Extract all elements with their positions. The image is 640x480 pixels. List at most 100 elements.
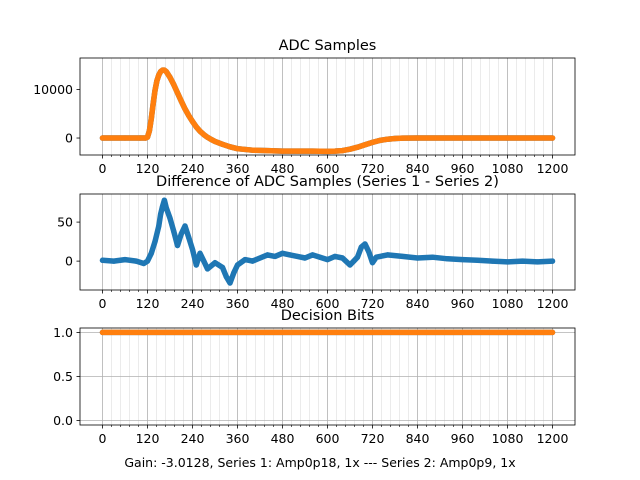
x-tick-label: 480 [271,296,295,311]
y-tick-label: 0.5 [53,369,73,384]
x-tick-label: 120 [136,296,160,311]
series-1-point [182,223,188,229]
x-tick-label: 360 [226,296,250,311]
x-tick-label: 360 [226,431,250,446]
series-2-point [227,144,233,150]
chart-title: ADC Samples [279,38,377,54]
series-1-point [201,258,207,264]
series-1-point [489,258,496,264]
series-2-point [219,141,226,147]
series-1-point [399,253,406,260]
axes-frame [79,193,576,291]
series-1-point [223,274,229,280]
series-2-point [324,148,331,154]
series-2-point [309,148,316,154]
series-2-point [193,124,199,130]
series-1-point [358,244,364,250]
x-tick-label: 960 [451,161,475,176]
series-1-point [156,223,162,229]
x-tick-label: 0 [99,296,107,311]
series-1-point [373,254,379,260]
x-tick-label: 840 [406,161,430,176]
series-1-point [414,255,421,261]
x-tick-label: 600 [316,431,340,446]
series-2-point [99,135,106,141]
series-2-point [146,128,152,134]
series-2-point [148,116,154,122]
y-tick-label: 50 [57,215,73,230]
series-2-point [377,137,383,144]
x-tick-label: 360 [226,161,250,176]
series-1-point [141,260,147,267]
series-1-point [212,260,218,266]
x-tick-label: 240 [181,431,205,446]
series-1-point [122,256,128,263]
series-1-point [309,252,316,258]
x-tick-label: 960 [451,296,475,311]
series-1-point [339,255,346,261]
series-2-point [171,82,177,88]
series-1-point [264,252,271,258]
series-1-point [302,255,308,261]
x-tick-label: 960 [451,431,475,446]
series-2-point [459,135,466,141]
series-1-point [193,262,199,268]
series-1-point [549,258,556,264]
x-tick-label: 600 [316,161,340,176]
series-1-point [534,259,541,265]
series-1-point [163,205,169,211]
series-1-point [459,256,466,263]
series-2-point [201,132,207,138]
series-1-point [242,256,248,263]
series-2-point [339,148,346,154]
series-2-point [186,113,192,119]
x-tick-label: 840 [406,431,430,446]
series-1-line [99,197,556,286]
series-2-point [504,135,511,141]
series-1-point [272,253,278,260]
series-2-point [189,118,196,125]
series-1-point [219,264,226,270]
x-tick-label: 720 [361,296,385,311]
series-2-point [163,68,169,75]
series-2-point [152,87,158,94]
series-1-point [294,253,301,260]
series-2-point [249,147,256,153]
series-1-point [189,246,196,253]
series-1-point [204,266,211,272]
series-1-point [148,250,154,256]
y-tick-label: 0 [65,254,73,269]
chart-decision-bits: 0 120 240 360 480 600 720 840 960 1080 1200 0.0 0.5 1… [53,308,576,446]
series-1-point [174,242,181,249]
x-tick-label: 1080 [492,296,524,311]
series-1-point [366,249,372,255]
x-tick-label: 720 [361,161,385,176]
series-2-point [549,329,556,336]
series-2-point [174,90,181,96]
x-tick-label: 120 [136,431,160,446]
x-tick-label: 480 [271,161,295,176]
series-1-point [257,255,263,261]
series-1-point [354,254,361,260]
x-tick-label: 1080 [492,161,524,176]
series-2-point [154,78,160,84]
axes-frame [79,57,576,156]
y-tick-label: 0.0 [53,413,73,428]
series-1-point [444,256,451,262]
series-1-point [144,258,151,264]
series-1-point [167,215,173,221]
series-1-point [317,254,323,260]
series-1-point [158,211,164,217]
series-1-point [324,256,331,263]
series-2-point [354,144,361,150]
series-1-point [474,257,481,263]
series-2-point [212,138,218,145]
series-1-point [279,250,286,256]
series-2-point [234,146,241,152]
series-2-point [384,136,391,142]
chart-adc-samples: 0 120 240 360 480 600 720 840 960 1080 1200 0 10000 A… [33,38,576,176]
series-1-point [249,258,256,264]
x-tick-label: 0 [99,161,107,176]
series-1-point [332,253,338,260]
